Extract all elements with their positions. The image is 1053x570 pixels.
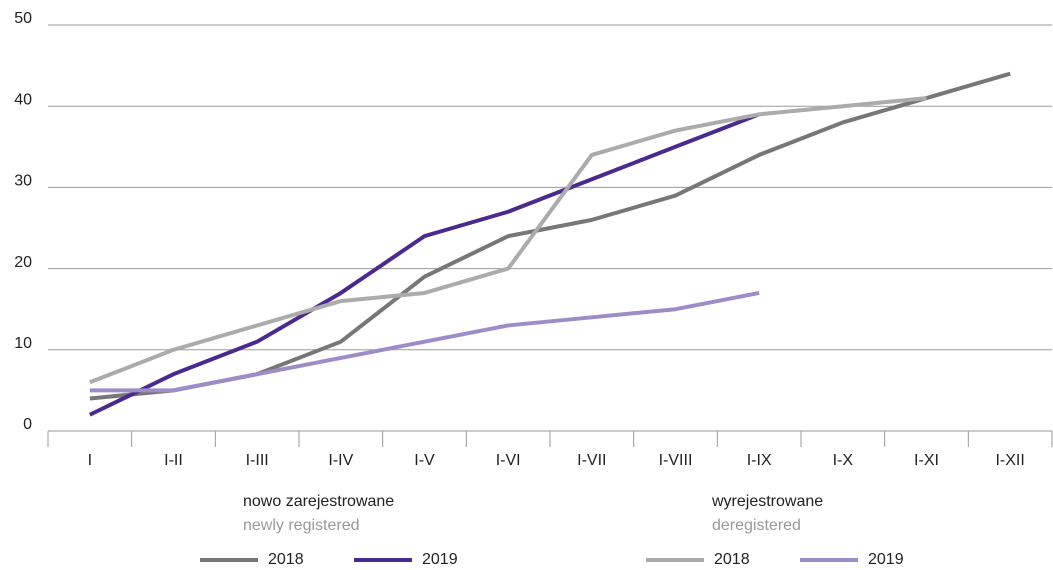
x-tick-label: I-VIII [659, 452, 693, 469]
x-tick-label: I-VII [577, 452, 606, 469]
x-tick-label: I-II [164, 452, 183, 469]
x-tick-label: I-X [833, 452, 854, 469]
y-tick-label: 30 [14, 173, 32, 190]
x-tick-label: I-XII [995, 452, 1024, 469]
y-tick-label: 0 [23, 416, 32, 433]
series-line [89, 96, 927, 385]
legend-group-title: nowo zarejestrowane [243, 493, 394, 510]
legend-group-subtitle: newly registered [243, 517, 360, 534]
x-tick-label: I-XI [914, 452, 939, 469]
y-tick-label: 20 [14, 254, 32, 271]
legend-group-title: wyrejestrowane [711, 493, 823, 510]
x-tick-label: I [88, 452, 92, 469]
y-tick-label: 50 [14, 10, 32, 27]
legend-group-subtitle: deregistered [712, 517, 801, 534]
legend-label: 2018 [714, 551, 750, 568]
y-tick-label: 10 [14, 335, 32, 352]
x-tick-label: I-III [246, 452, 269, 469]
y-tick-label: 40 [14, 91, 32, 108]
series-line [89, 290, 760, 393]
x-tick-label: I-IV [328, 452, 353, 469]
legend-label: 2019 [422, 551, 458, 568]
legend-label: 2018 [268, 551, 304, 568]
x-tick-label: I-V [414, 452, 435, 469]
x-tick-label: I-VI [496, 452, 521, 469]
x-tick-label: I-IX [747, 452, 772, 469]
legend-label: 2019 [868, 551, 904, 568]
series-line [88, 112, 760, 417]
